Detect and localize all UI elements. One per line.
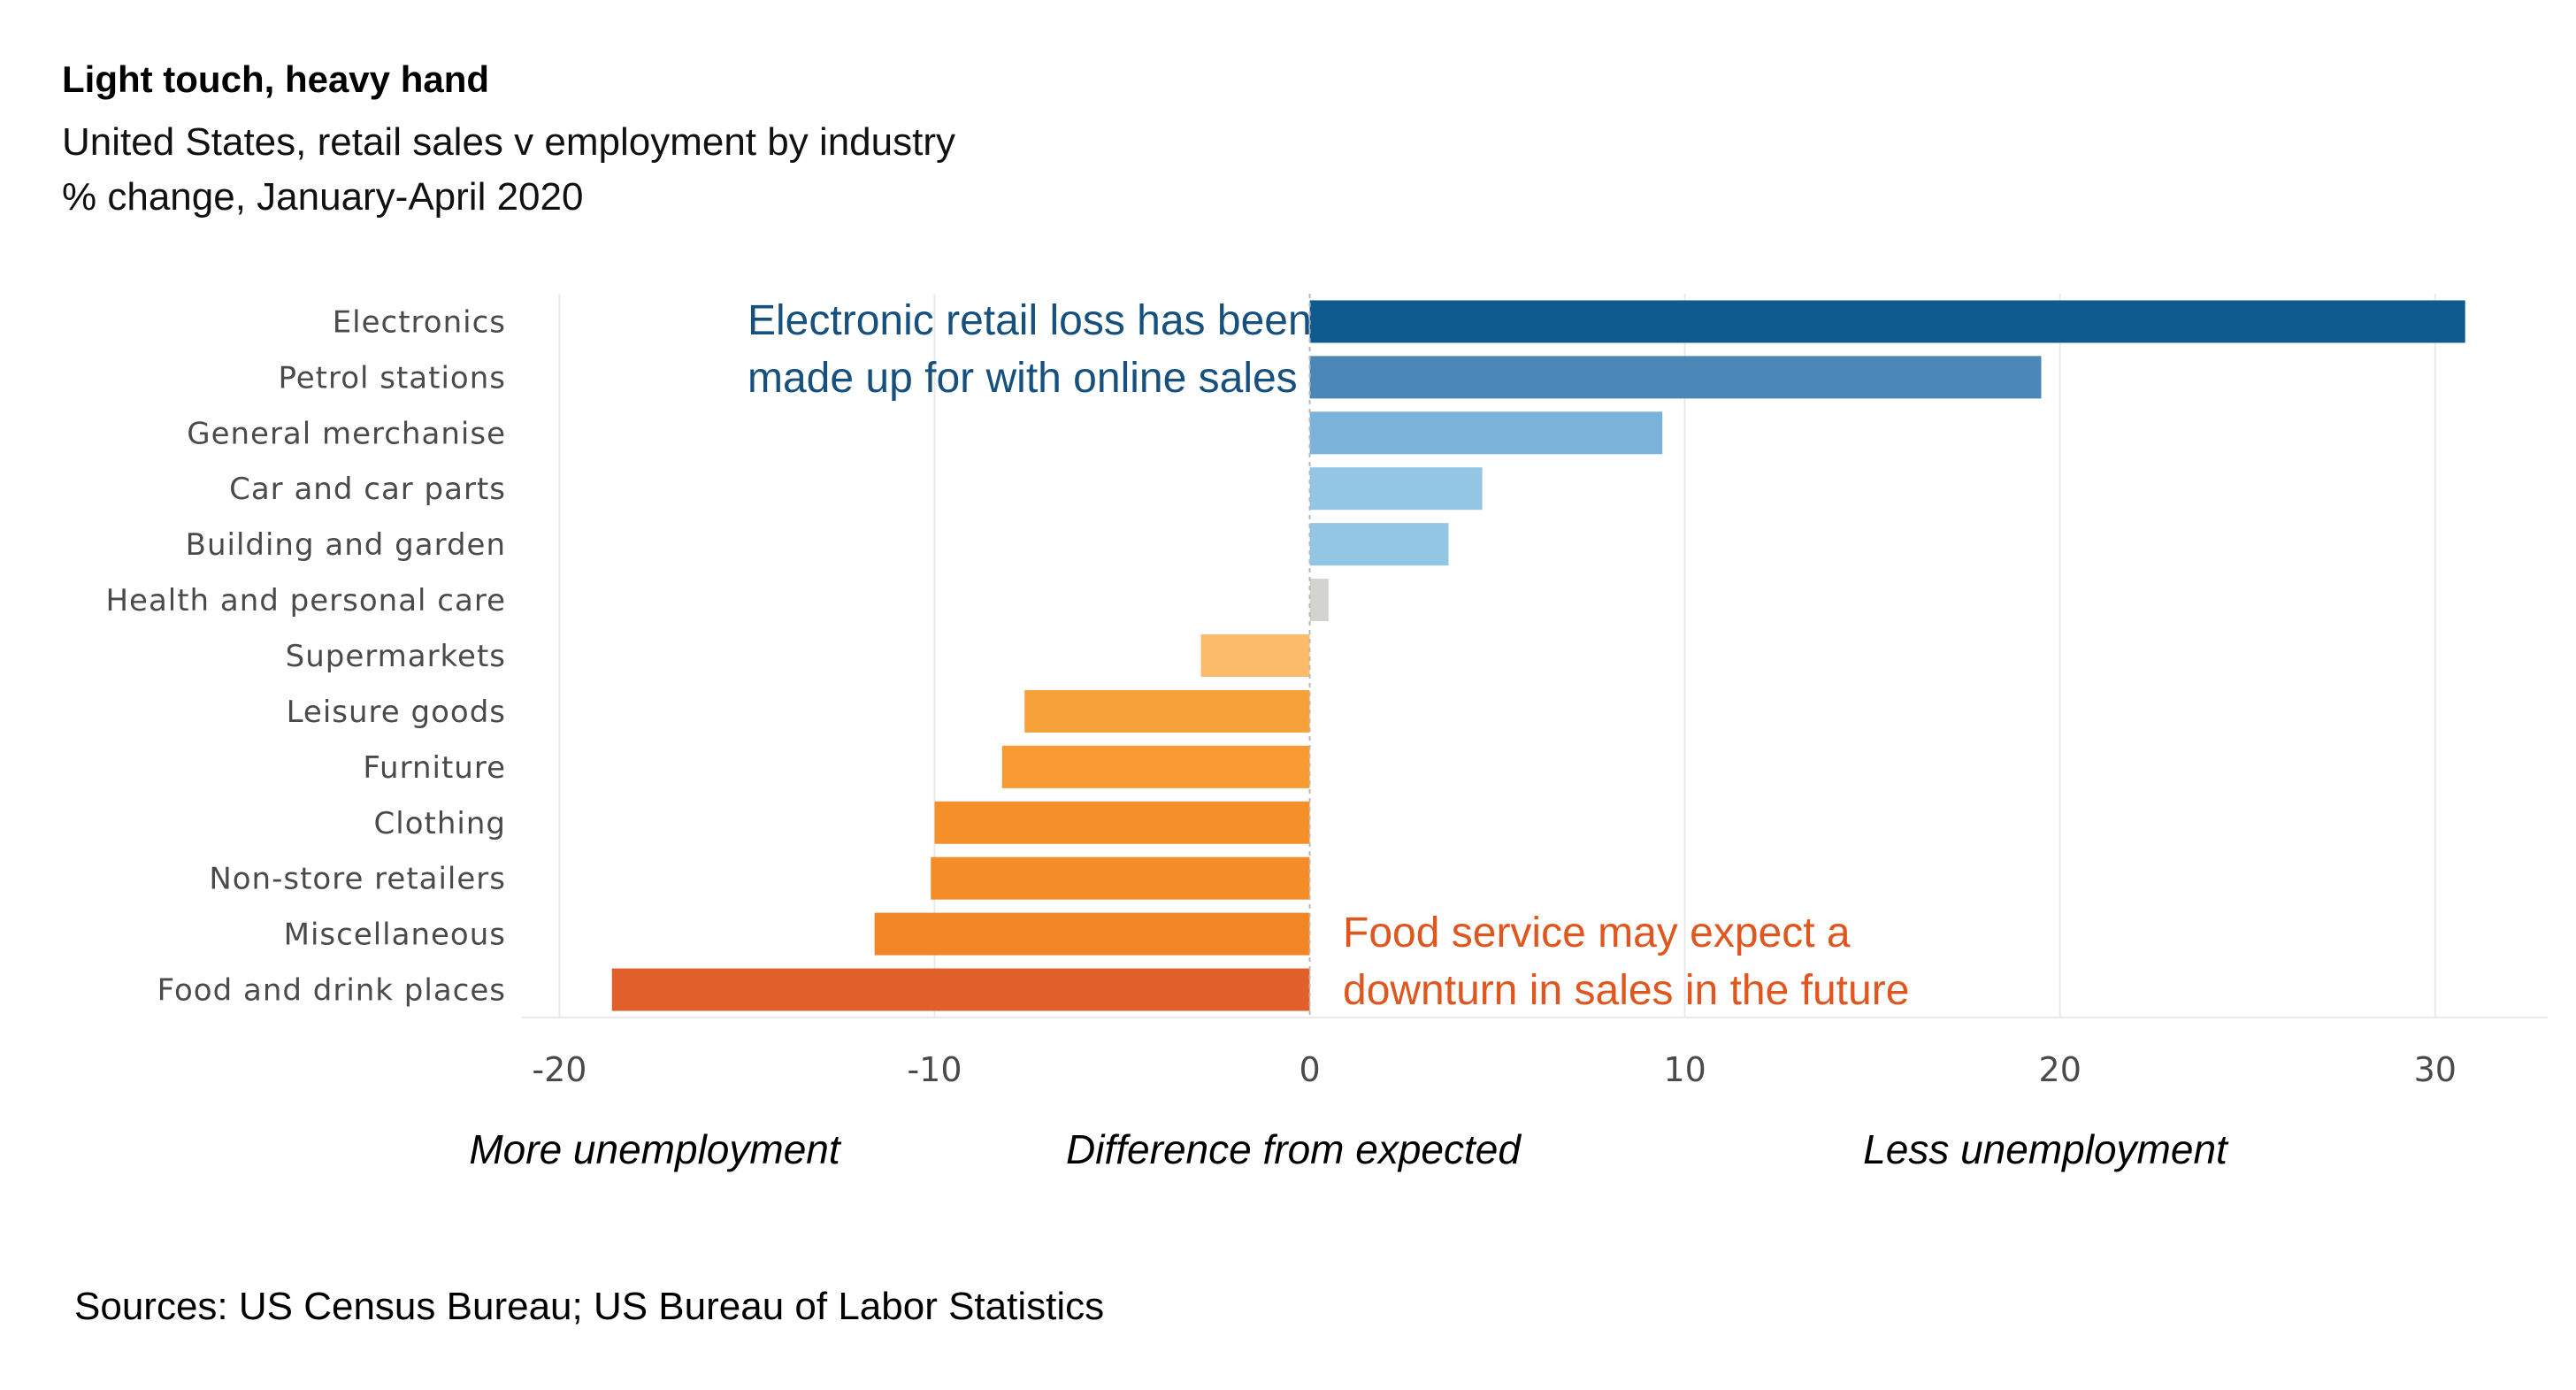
x-tick-label-1: -10: [907, 1050, 962, 1089]
x-tick-label-5: 30: [2414, 1050, 2457, 1089]
category-label-1: Petrol stations: [278, 360, 506, 395]
chart-title: Light touch, heavy hand: [62, 58, 490, 100]
annotation-food-line-1: downturn in sales in the future: [1343, 967, 1909, 1014]
axis-note-center: Difference from expected: [1066, 1126, 1522, 1172]
grid-layer: [522, 294, 2548, 1018]
bar-12: [611, 968, 1310, 1011]
category-label-layer: Electronics Petrol stations General mercha…: [105, 304, 506, 1009]
annotation-electronics-line-0: Electronic retail loss has been: [748, 297, 1312, 344]
category-label-8: Furniture: [363, 750, 506, 786]
bar-6: [1200, 634, 1310, 677]
axis-note-layer: More unemployment Difference from expecte…: [469, 1126, 2229, 1172]
source-note: Sources: US Census Bureau; US Bureau of …: [74, 1285, 1105, 1328]
category-label-10: Non-store retailers: [209, 862, 506, 897]
category-label-5: Health and personal care: [105, 583, 506, 618]
category-label-3: Car and car parts: [229, 472, 506, 507]
bar-3: [1309, 467, 1483, 511]
category-label-7: Leisure goods: [287, 695, 506, 730]
annotation-electronics-line-1: made up for with online sales: [748, 355, 1298, 402]
bar-9: [934, 801, 1310, 844]
subtitle-line-2: % change, January-April 2020: [62, 175, 584, 219]
bar-2: [1309, 411, 1663, 455]
axis-note-right: Less unemployment: [1863, 1126, 2229, 1172]
bar-11: [874, 912, 1310, 956]
chart-subtitle: United States, retail sales v employment…: [62, 115, 955, 225]
category-label-12: Food and drink places: [157, 973, 506, 1009]
category-label-9: Clothing: [374, 806, 506, 841]
axis-note-left: More unemployment: [469, 1126, 842, 1172]
x-tick-label-4: 20: [2039, 1050, 2082, 1089]
category-label-11: Miscellaneous: [284, 918, 506, 953]
tick-label-layer: -20 -10 0 10 20 30: [532, 1050, 2457, 1089]
bar-5: [1309, 579, 1329, 622]
annotation-food-line-0: Food service may expect a: [1343, 910, 1851, 956]
category-label-4: Building and garden: [186, 527, 506, 563]
category-label-2: General merchanise: [187, 416, 506, 451]
category-label-6: Supermarkets: [286, 639, 506, 674]
bar-8: [1001, 745, 1310, 788]
bar-1: [1309, 356, 2042, 399]
bar-4: [1309, 523, 1449, 566]
x-tick-label-0: -20: [532, 1050, 586, 1089]
x-tick-label-2: 0: [1299, 1050, 1320, 1089]
bar-layer: [611, 294, 2465, 1018]
bar-0: [1309, 300, 2465, 343]
x-tick-label-3: 10: [1663, 1050, 1706, 1089]
subtitle-line-1: United States, retail sales v employment…: [62, 120, 956, 164]
annotation-layer: Electronic retail loss has been made up f…: [748, 297, 1909, 1014]
category-label-0: Electronics: [333, 304, 506, 340]
bar-10: [931, 856, 1310, 900]
bar-7: [1024, 689, 1310, 733]
